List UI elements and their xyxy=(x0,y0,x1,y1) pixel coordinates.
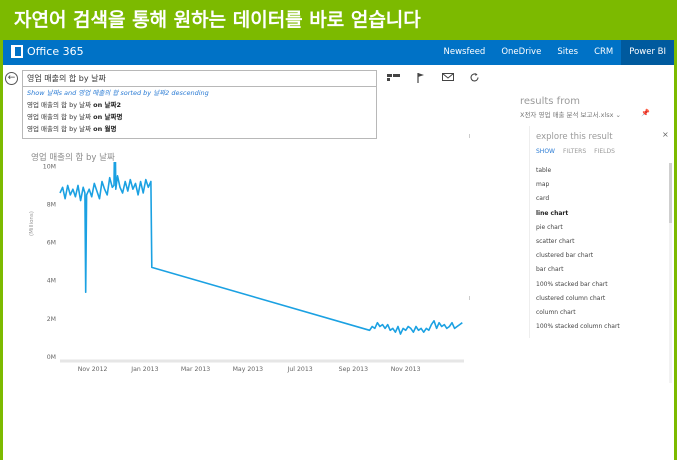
office365-logo[interactable]: Office 365 xyxy=(11,45,84,58)
x-tick-label: Mar 2013 xyxy=(181,366,210,373)
y-tick-label: 2M xyxy=(47,316,56,323)
qa-search-input[interactable]: 영업 매출의 합 by 날짜 xyxy=(22,70,377,87)
chart-title: 영업 매출의 합 by 날짜 xyxy=(31,153,115,163)
y-tick-label: 4M xyxy=(47,278,56,285)
flag-icon[interactable] xyxy=(414,72,427,84)
viz-option[interactable]: 100% stacked bar chart xyxy=(536,280,608,288)
nav-item-onedrive[interactable]: OneDrive xyxy=(501,47,542,57)
y-axis-label: (Millions) xyxy=(29,211,35,236)
qa-restatement: Show 날짜s and 영업 매출의 합 sorted by 날짜2 desc… xyxy=(27,89,209,97)
close-icon[interactable]: × xyxy=(662,130,669,139)
app-window: Office 365 Newsfeed OneDrive Sites CRM Power… xyxy=(3,40,674,460)
y-tick-label: 0M xyxy=(47,354,56,361)
viz-option[interactable]: clustered bar chart xyxy=(536,252,594,260)
scrollbar-thumb[interactable] xyxy=(669,163,672,223)
x-tick-label: May 2013 xyxy=(233,366,264,373)
viz-option[interactable]: scatter chart xyxy=(536,237,575,245)
back-icon[interactable]: ← xyxy=(5,72,18,85)
explore-panel: explore this result × SHOW FILTERS FIELD… xyxy=(529,126,674,338)
visualization-list: table map card line chart pie chart scatter c… xyxy=(536,164,620,334)
y-tick-label: 8M xyxy=(47,201,56,208)
viz-option[interactable]: line chart xyxy=(536,209,569,217)
y-tick-label: 10M xyxy=(43,163,56,170)
visual-type-icon[interactable] xyxy=(387,72,400,84)
viz-option[interactable]: clustered column chart xyxy=(536,294,606,302)
viz-option[interactable]: bar chart xyxy=(536,266,564,274)
office365-brand: Office 365 xyxy=(27,45,84,58)
suggestion-item[interactable]: 영업 매출의 합 by 날짜 on 날짜2 xyxy=(27,101,121,109)
line-chart: 0M2M4M6M8M10M12M14M(Millions)Nov 2012Jan… xyxy=(29,162,464,373)
page-headline: 자연어 검색을 통해 원하는 데이터를 바로 얻습니다 xyxy=(0,0,677,40)
viz-option[interactable]: 100% stacked column chart xyxy=(536,323,620,331)
nav-item-newsfeed[interactable]: Newsfeed xyxy=(443,47,486,57)
x-tick-label: Nov 2013 xyxy=(391,366,421,373)
scrollbar-track[interactable] xyxy=(669,163,672,383)
y-tick-label: 6M xyxy=(47,240,56,247)
suggestion-item[interactable]: 영업 매출의 합 by 날짜 on 월명 xyxy=(27,125,117,133)
pane-divider-mark xyxy=(469,134,470,138)
qa-toolbar xyxy=(387,72,481,84)
result-file-name[interactable]: X전자 영업 매출 분석 보고서.xlsx ⌄ xyxy=(520,111,621,119)
pin-icon[interactable]: 📌 xyxy=(641,109,650,117)
nav-item-sites[interactable]: Sites xyxy=(557,47,579,57)
viz-option[interactable]: table xyxy=(536,167,552,174)
mail-icon[interactable] xyxy=(441,72,454,84)
viz-option[interactable]: card xyxy=(536,195,550,203)
suggestion-item[interactable]: 영업 매출의 합 by 날짜 on 날짜명 xyxy=(27,113,123,121)
office365-top-bar: Office 365 Newsfeed OneDrive Sites CRM Power… xyxy=(3,40,674,65)
viz-option[interactable]: map xyxy=(536,181,550,189)
x-tick-label: Nov 2012 xyxy=(78,366,108,373)
explore-tabs: SHOW FILTERS FIELDS xyxy=(536,148,615,155)
explore-title: explore this result xyxy=(536,132,613,142)
results-from-label: results from xyxy=(520,96,580,107)
qa-suggestion-list: Show 날짜s and 영업 매출의 합 sorted by 날짜2 desc… xyxy=(22,87,377,139)
refresh-icon[interactable] xyxy=(468,72,481,84)
tab-fields[interactable]: FIELDS xyxy=(594,148,615,155)
x-tick-label: Sep 2013 xyxy=(339,366,368,373)
viz-option[interactable]: pie chart xyxy=(536,223,563,231)
x-tick-label: Jul 2013 xyxy=(287,366,313,373)
pane-divider-mark xyxy=(469,296,470,300)
office-logo-icon xyxy=(11,45,23,58)
tab-show[interactable]: SHOW xyxy=(536,148,555,155)
nav-item-crm[interactable]: CRM xyxy=(594,47,614,57)
tab-filters[interactable]: FILTERS xyxy=(562,148,587,155)
top-nav: Newsfeed OneDrive Sites CRM Power BI xyxy=(436,40,674,65)
viz-option[interactable]: column chart xyxy=(536,308,576,316)
qa-row: ← 영업 매출의 합 by 날짜 xyxy=(3,68,674,88)
nav-item-power-bi[interactable]: Power BI xyxy=(621,40,674,65)
x-tick-label: Jan 2013 xyxy=(130,366,158,373)
series-line xyxy=(59,162,463,335)
